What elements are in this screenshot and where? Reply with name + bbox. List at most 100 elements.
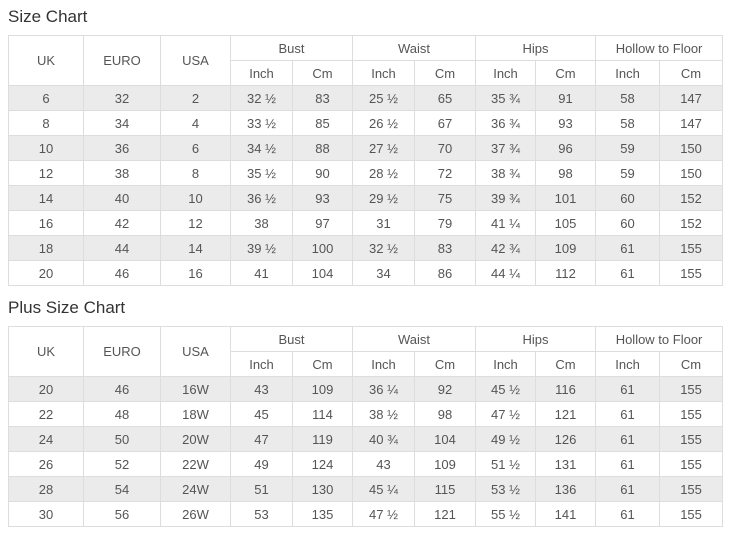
table-cell: 91	[535, 85, 597, 111]
table-cell: 67	[414, 110, 477, 136]
table-cell: 34	[352, 260, 416, 286]
table-cell: 10	[8, 135, 84, 161]
table-cell: 155	[659, 235, 724, 261]
table-cell: 116	[535, 376, 597, 402]
table-cell: 43	[230, 376, 293, 402]
table-cell: 53	[230, 501, 293, 527]
table-row: 8 34 4 33 ½ 85 26 ½ 67 36 ¾ 93 58 147	[8, 110, 724, 136]
column-header: USA	[160, 35, 231, 86]
table-cell: 61	[595, 401, 661, 427]
group-header: Bust	[229, 35, 354, 61]
table-cell: 32 ½	[352, 235, 416, 261]
sub-header: Cm	[291, 351, 354, 377]
table-cell: 37 ¾	[475, 135, 537, 161]
table-cell: 16W	[160, 376, 231, 402]
table-cell: 38	[230, 210, 293, 236]
table-cell: 52	[83, 451, 161, 477]
table-cell: 109	[535, 235, 597, 261]
table-cell: 109	[414, 451, 477, 477]
table-cell: 135	[291, 501, 354, 527]
sub-header: Inch	[595, 351, 661, 377]
table-cell: 25 ½	[352, 85, 416, 111]
table-cell: 60	[595, 210, 661, 236]
table-cell: 47 ½	[352, 501, 416, 527]
table-cell: 61	[595, 235, 661, 261]
table-cell: 93	[535, 110, 597, 136]
size-chart-title: Size Chart	[8, 7, 88, 26]
table-cell: 45 ½	[475, 376, 537, 402]
table-row: 26 52 22W 49 124 43 109 51 ½ 131 61 155	[8, 451, 724, 477]
column-header: EURO	[83, 35, 161, 86]
table-cell: 55 ½	[475, 501, 537, 527]
table-cell: 152	[659, 185, 724, 211]
table-cell: 44 ¼	[475, 260, 537, 286]
table-row: 20 46 16 41 104 34 86 44 ¼ 112 61 155	[8, 260, 724, 286]
table-cell: 126	[535, 426, 597, 452]
column-header: UK	[8, 326, 84, 377]
table-cell: 155	[659, 376, 724, 402]
table-cell: 41 ¼	[475, 210, 537, 236]
table-cell: 90	[291, 160, 354, 186]
table-cell: 56	[83, 501, 161, 527]
table-cell: 65	[414, 85, 477, 111]
table-cell: 36	[83, 135, 161, 161]
table-cell: 45	[230, 401, 293, 427]
table-cell: 130	[291, 476, 354, 502]
header-row-groups: UK EURO USA Bust Waist Hips Hollow to Floor	[8, 35, 724, 86]
table-cell: 83	[414, 235, 477, 261]
table-cell: 61	[595, 451, 661, 477]
sub-header: Inch	[595, 60, 661, 86]
table-cell: 39 ½	[230, 235, 293, 261]
table-cell: 33 ½	[230, 110, 293, 136]
table-cell: 51 ½	[475, 451, 537, 477]
table-cell: 121	[414, 501, 477, 527]
table-cell: 35 ¾	[475, 85, 537, 111]
sub-header: Inch	[352, 60, 416, 86]
table-cell: 49 ½	[475, 426, 537, 452]
table-cell: 26 ½	[352, 110, 416, 136]
table-cell: 105	[535, 210, 597, 236]
table-cell: 10	[160, 185, 231, 211]
table-row: 30 56 26W 53 135 47 ½ 121 55 ½ 141 61 155	[8, 501, 724, 527]
table-cell: 48	[83, 401, 161, 427]
table-cell: 28	[8, 476, 84, 502]
sub-header: Cm	[535, 351, 597, 377]
table-cell: 44	[83, 235, 161, 261]
table-cell: 104	[414, 426, 477, 452]
sub-header: Cm	[659, 351, 724, 377]
table-cell: 32	[83, 85, 161, 111]
table-cell: 40 ¾	[352, 426, 416, 452]
table-row: 6 32 2 32 ½ 83 25 ½ 65 35 ¾ 91 58 147	[8, 85, 724, 111]
table-cell: 98	[535, 160, 597, 186]
table-cell: 36 ¼	[352, 376, 416, 402]
table-cell: 155	[659, 401, 724, 427]
table-cell: 26	[8, 451, 84, 477]
table-cell: 88	[291, 135, 354, 161]
table-row: 20 46 16W 43 109 36 ¼ 92 45 ½ 116 61 155	[8, 376, 724, 402]
table-cell: 42 ¾	[475, 235, 537, 261]
table-cell: 61	[595, 476, 661, 502]
table-cell: 20	[8, 376, 84, 402]
table-body: 6 32 2 32 ½ 83 25 ½ 65 35 ¾ 91 58 147 8 34 4 33 ½ 85 26 …	[8, 85, 724, 286]
table-cell: 14	[160, 235, 231, 261]
table-cell: 41	[230, 260, 293, 286]
table-cell: 152	[659, 210, 724, 236]
table-cell: 58	[595, 85, 661, 111]
column-header: UK	[8, 35, 84, 86]
group-header: Hips	[475, 326, 597, 352]
table-cell: 18	[8, 235, 84, 261]
table-cell: 96	[535, 135, 597, 161]
table-row: 28 54 24W 51 130 45 ¼ 115 53 ½ 136 61 155	[8, 476, 724, 502]
table-cell: 16	[160, 260, 231, 286]
table-cell: 35 ½	[230, 160, 293, 186]
plus-size-chart-section: Plus Size Chart UK EURO USA Bust Waist Hips Ho…	[8, 297, 724, 527]
group-header: Waist	[352, 326, 477, 352]
table-cell: 6	[160, 135, 231, 161]
sub-header: Inch	[475, 351, 537, 377]
table-cell: 150	[659, 135, 724, 161]
table-row: 16 42 12 38 97 31 79 41 ¼ 105 60 152	[8, 210, 724, 236]
table-cell: 4	[160, 110, 231, 136]
column-header: USA	[160, 326, 231, 377]
table-cell: 20	[8, 260, 84, 286]
plus-size-chart-title: Plus Size Chart	[8, 298, 126, 317]
